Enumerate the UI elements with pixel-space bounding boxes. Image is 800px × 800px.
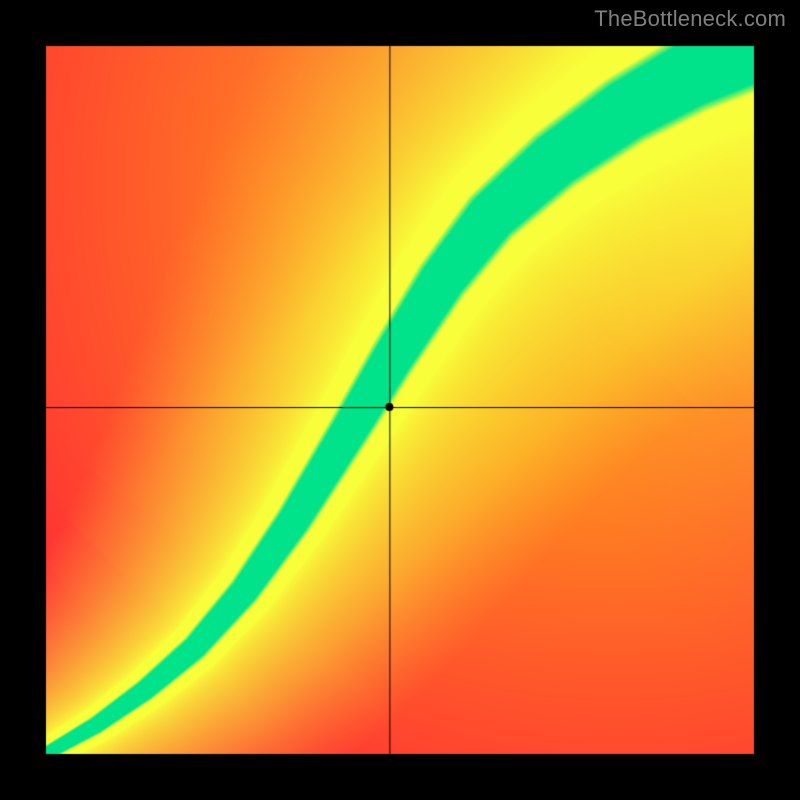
heatmap-canvas: [0, 0, 800, 800]
chart-container: TheBottleneck.com: [0, 0, 800, 800]
watermark-text: TheBottleneck.com: [594, 6, 786, 32]
